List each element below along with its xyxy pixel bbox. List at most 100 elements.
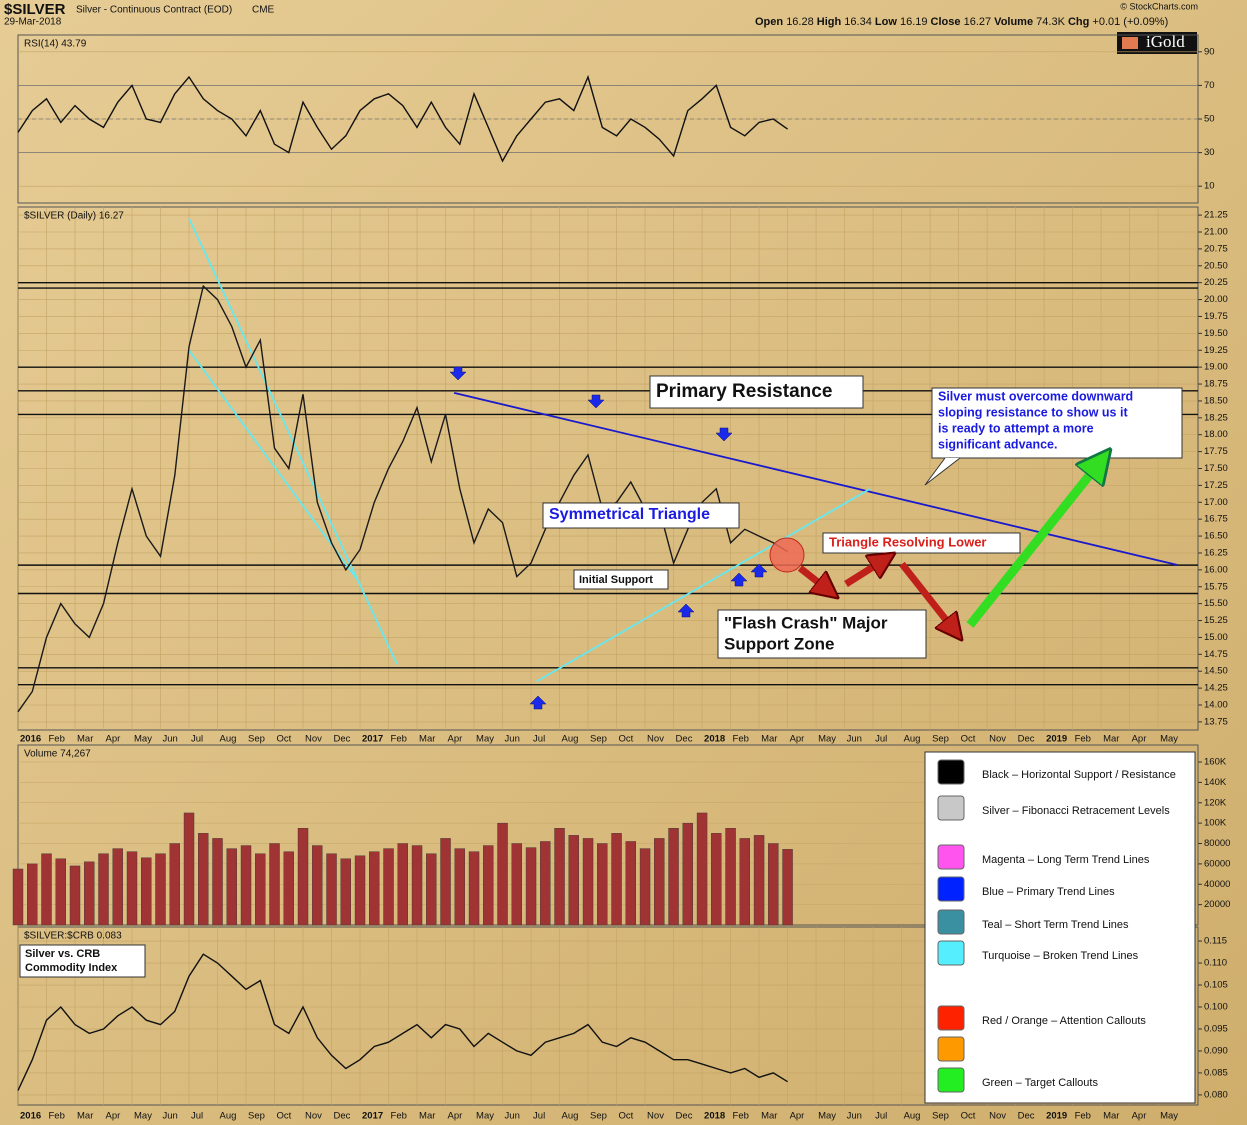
volume-bar: [696, 812, 708, 926]
y-tick-label: 20000: [1204, 899, 1230, 910]
volume-bar: [27, 863, 38, 926]
x-tick-label: Oct: [961, 734, 976, 745]
y-tick-label: 17.00: [1204, 497, 1228, 508]
x-tick-label: Feb: [1075, 734, 1091, 745]
x-tick-label: May: [1160, 734, 1178, 745]
y-tick-label: 16.50: [1204, 531, 1228, 542]
y-tick-label: 0.090: [1204, 1045, 1228, 1056]
volume-bar: [198, 833, 209, 926]
y-tick-label: 17.75: [1204, 446, 1228, 457]
x-tick-label: Mar: [1103, 1111, 1119, 1122]
volume-bar: [269, 843, 280, 926]
x-tick-label: Mar: [77, 1111, 93, 1122]
y-tick-label: 10: [1204, 181, 1215, 192]
x-tick-label: Mar: [761, 1111, 777, 1122]
volume-bar: [554, 828, 565, 926]
x-tick-label: 2018: [704, 734, 725, 745]
volume-bar: [668, 828, 679, 926]
quote-value: 16.34: [844, 16, 872, 28]
volume-bar: [440, 838, 451, 926]
x-tick-label: Dec: [1018, 734, 1035, 745]
x-tick-label: Jun: [163, 734, 178, 745]
x-tick-label: Jun: [505, 734, 520, 745]
x-tick-label: Jun: [847, 734, 862, 745]
x-tick-label: Apr: [1132, 734, 1147, 745]
x-tick-label: Apr: [790, 1111, 805, 1122]
legend-label: Silver – Fibonacci Retracement Levels: [982, 805, 1170, 817]
x-tick-label: Feb: [733, 734, 749, 745]
annotation: Triangle Resolving Lower: [829, 534, 986, 549]
annotation-box: [573, 569, 669, 590]
x-tick-label: Apr: [448, 734, 463, 745]
x-tick-label: Mar: [419, 734, 435, 745]
annotation: Symmetrical Triangle: [549, 506, 710, 523]
x-tick-label: Sep: [932, 734, 949, 745]
volume-bar: [582, 838, 594, 926]
callout-pointer: [924, 457, 961, 486]
x-tick-label: Nov: [647, 1111, 664, 1122]
y-tick-label: 90: [1204, 46, 1215, 57]
legend-label: Blue – Primary Trend Lines: [982, 886, 1115, 898]
volume-bar: [226, 848, 237, 926]
red-arrow: [797, 565, 828, 590]
up-arrow: [529, 695, 547, 710]
y-tick-label: 15.50: [1204, 598, 1228, 609]
series-line: [17, 74, 789, 163]
series-line: [17, 953, 788, 1091]
volume-bar: [454, 848, 465, 926]
y-tick-label: 13.75: [1204, 716, 1228, 727]
x-tick-label: Feb: [49, 1111, 65, 1122]
quote-value: 16.28: [786, 16, 814, 28]
y-tick-label: 120K: [1204, 797, 1227, 808]
volume-bar: [497, 822, 508, 926]
callout-line: significant advance.: [938, 437, 1057, 451]
x-tick-label: Nov: [989, 734, 1006, 745]
volume-bar: [340, 858, 351, 926]
y-tick-label: 20.00: [1204, 294, 1228, 305]
highlight-circle: [769, 537, 805, 573]
instrument-name: Silver - Continuous Contract (EOD): [76, 5, 232, 16]
quote-label: High: [817, 16, 842, 28]
x-tick-label: 2016: [20, 734, 41, 745]
x-tick-label: Apr: [106, 734, 121, 745]
y-tick-label: 14.50: [1204, 666, 1228, 677]
annotation: Initial Support: [579, 574, 653, 586]
trend-line: [188, 349, 361, 584]
y-tick-label: 0.095: [1204, 1023, 1228, 1034]
x-tick-label: Jun: [847, 1111, 862, 1122]
y-tick-label: 15.25: [1204, 615, 1228, 626]
legend-label: Black – Horizontal Support / Resistance: [982, 769, 1176, 781]
x-tick-label: Jul: [191, 734, 203, 745]
volume-bar: [611, 833, 622, 926]
quote-value: 74.3K: [1036, 16, 1065, 28]
y-tick-label: 160K: [1204, 757, 1227, 768]
x-tick-label: Feb: [1075, 1111, 1091, 1122]
y-tick-label: 21.00: [1204, 227, 1228, 238]
y-tick-label: 17.50: [1204, 463, 1228, 474]
quote: Open 16.28 High 16.34 Low 16.19 Close 16…: [755, 16, 1168, 28]
volume-bar: [41, 853, 52, 926]
legend-label: Teal – Short Term Trend Lines: [982, 919, 1129, 931]
y-tick-label: 50: [1204, 114, 1215, 125]
volume-bar: [483, 845, 494, 926]
legend-swatch: [937, 759, 965, 785]
volume-bar: [240, 845, 252, 926]
x-tick-label: Oct: [277, 1111, 292, 1122]
panel-title: $SILVER (Daily) 16.27: [24, 211, 124, 222]
volume-bar: [711, 833, 722, 926]
y-tick-label: 20.50: [1204, 260, 1228, 271]
x-tick-label: Sep: [248, 1111, 265, 1122]
x-tick-label: Dec: [334, 734, 351, 745]
x-tick-label: Sep: [932, 1111, 949, 1122]
x-tick-label: May: [476, 1111, 494, 1122]
volume-bar: [369, 851, 380, 926]
y-tick-label: 70: [1204, 80, 1215, 91]
quote-label: Close: [931, 16, 961, 28]
callout-line: Silver must overcome downward: [938, 389, 1133, 403]
legend-swatch: [937, 1036, 965, 1062]
x-tick-label: Aug: [220, 1111, 237, 1122]
callout-line: is ready to attempt a more: [938, 421, 1094, 435]
volume-bar: [468, 851, 480, 926]
y-tick-label: 19.75: [1204, 311, 1228, 322]
volume-bar: [768, 843, 779, 926]
